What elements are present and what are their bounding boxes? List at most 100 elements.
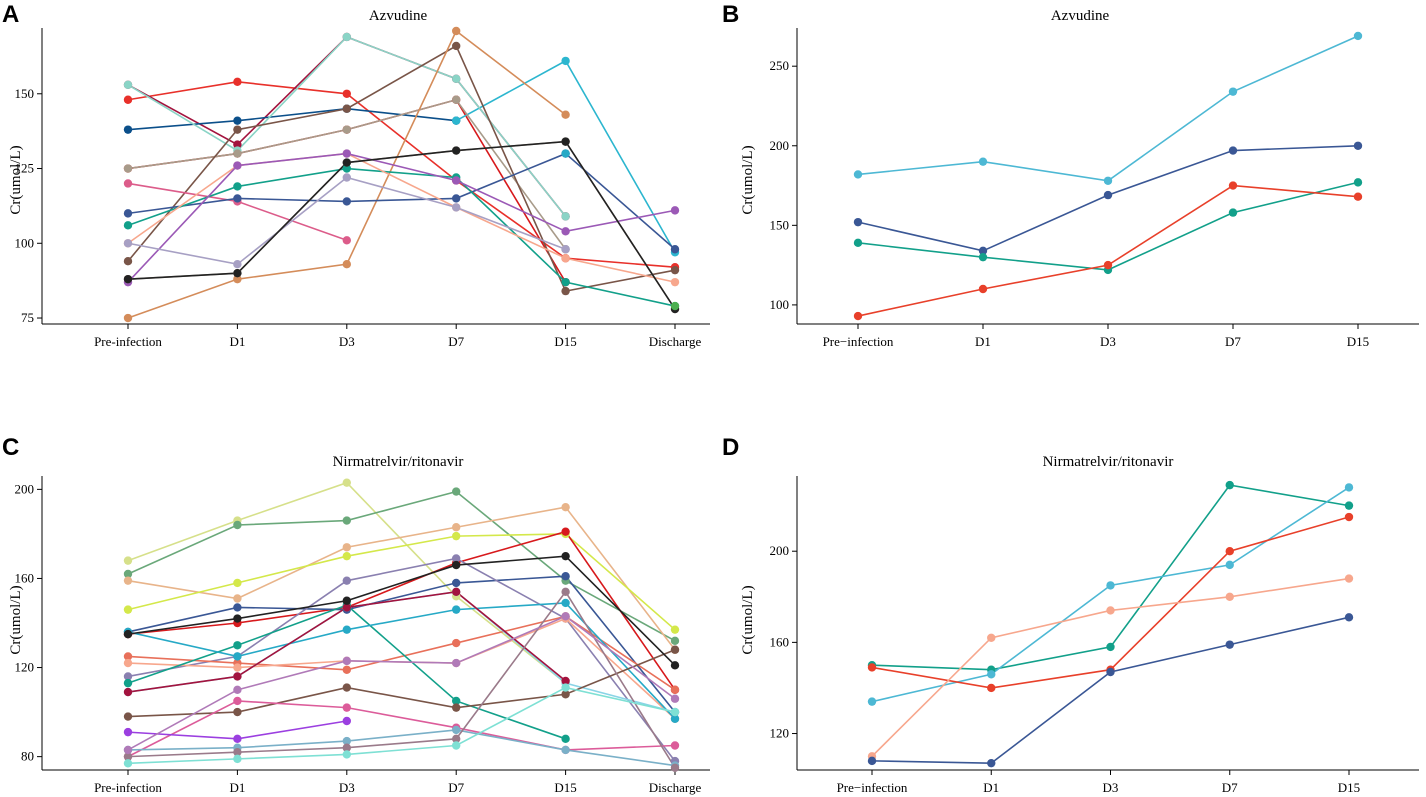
data-point: [452, 725, 461, 735]
data-point: [123, 569, 133, 579]
series-line: [127, 686, 676, 765]
series-line: [127, 182, 348, 242]
data-point: [670, 741, 680, 750]
data-point: [561, 676, 570, 686]
series-line: [127, 490, 676, 642]
data-point: [233, 696, 242, 706]
panel-letter-b: B: [722, 1, 739, 28]
panel-c: C Nirmatrelvir/ritonavir Cr(umol/L) 80 12…: [2, 434, 710, 795]
data-point: [561, 551, 570, 561]
data-point: [670, 277, 680, 287]
data-point: [1225, 480, 1234, 490]
data-point: [561, 212, 570, 221]
x-tick-label: Pre−infection: [823, 334, 894, 349]
data-point: [452, 146, 461, 155]
panel-d-plot: 120 160 200 Pre−infection D1 D3 D7 D15: [770, 476, 1419, 795]
x-tick-label: D7: [448, 334, 464, 349]
y-tick-label: 200: [770, 138, 790, 153]
y-tick-label: 160: [15, 570, 35, 585]
data-point: [452, 116, 461, 125]
data-point: [452, 658, 461, 668]
data-point: [123, 95, 133, 104]
data-point: [867, 697, 877, 706]
data-point: [123, 759, 133, 768]
data-point: [561, 254, 570, 263]
data-point: [1103, 176, 1113, 185]
panel-a-plot: 75 100 125 150 Pre-infection D1 D3 D7 D15 Dischar…: [15, 26, 710, 349]
data-point: [233, 707, 242, 717]
data-point: [561, 502, 570, 512]
data-point: [978, 246, 988, 255]
data-point: [123, 257, 133, 266]
data-point: [342, 543, 351, 552]
data-point: [561, 56, 570, 66]
data-point: [342, 173, 351, 182]
data-point: [342, 750, 351, 759]
data-point: [123, 727, 133, 737]
data-point: [670, 265, 680, 275]
x-tick-label: D3: [339, 780, 355, 795]
x-tick-label: D1: [975, 334, 991, 349]
data-point: [123, 556, 133, 565]
data-point: [1228, 208, 1238, 217]
data-point: [1106, 606, 1115, 615]
data-point: [233, 77, 242, 87]
panel-d-title: Nirmatrelvir/ritonavir: [1043, 454, 1174, 470]
y-tick-label: 200: [15, 481, 35, 496]
y-tick-label: 200: [770, 543, 790, 558]
data-point: [233, 260, 242, 269]
data-point: [342, 551, 351, 561]
series-line: [127, 617, 676, 720]
x-tick-label: D7: [1222, 780, 1238, 795]
data-point: [233, 603, 242, 612]
series-line: [127, 729, 676, 767]
y-tick-label: 120: [15, 660, 35, 675]
series-line: [127, 506, 676, 651]
data-point: [561, 587, 570, 597]
data-point: [123, 658, 133, 668]
data-point: [452, 605, 461, 614]
data-point: [342, 716, 351, 726]
y-tick-label: 100: [15, 235, 35, 250]
y-tick-label: 80: [21, 749, 34, 764]
series-line: [857, 35, 1359, 182]
data-point: [123, 179, 133, 188]
data-point: [561, 572, 570, 581]
data-point: [561, 690, 570, 699]
data-point: [233, 663, 242, 672]
series-line: [127, 615, 676, 691]
data-point: [561, 612, 570, 621]
data-point: [123, 752, 133, 761]
data-point: [670, 707, 680, 717]
x-tick-label: D3: [339, 334, 355, 349]
data-point: [342, 683, 351, 692]
data-point: [987, 683, 996, 693]
data-point: [452, 734, 461, 744]
data-point: [233, 268, 242, 278]
x-tick-label: D1: [229, 334, 245, 349]
data-point: [561, 149, 570, 158]
data-point: [123, 313, 133, 323]
series-line: [127, 152, 676, 283]
y-tick-label: 250: [770, 58, 790, 73]
data-point: [452, 531, 461, 541]
series-line: [127, 533, 676, 631]
data-point: [233, 182, 242, 191]
data-point: [233, 578, 242, 588]
y-tick-label: 150: [15, 86, 35, 101]
data-point: [670, 245, 680, 254]
data-point: [987, 758, 996, 768]
data-point: [123, 239, 133, 248]
data-point: [670, 636, 680, 646]
panel-d-ylabel: Cr(umol/L): [740, 585, 756, 654]
y-tick-label: 120: [770, 726, 790, 741]
data-point: [1353, 31, 1363, 41]
x-tick-label: D3: [1103, 780, 1119, 795]
data-point: [561, 683, 570, 692]
data-point: [452, 587, 461, 597]
x-tick-label: Pre-infection: [94, 780, 162, 795]
y-tick-label: 150: [770, 217, 790, 232]
x-tick-label: D7: [448, 780, 464, 795]
data-point: [1344, 512, 1354, 522]
